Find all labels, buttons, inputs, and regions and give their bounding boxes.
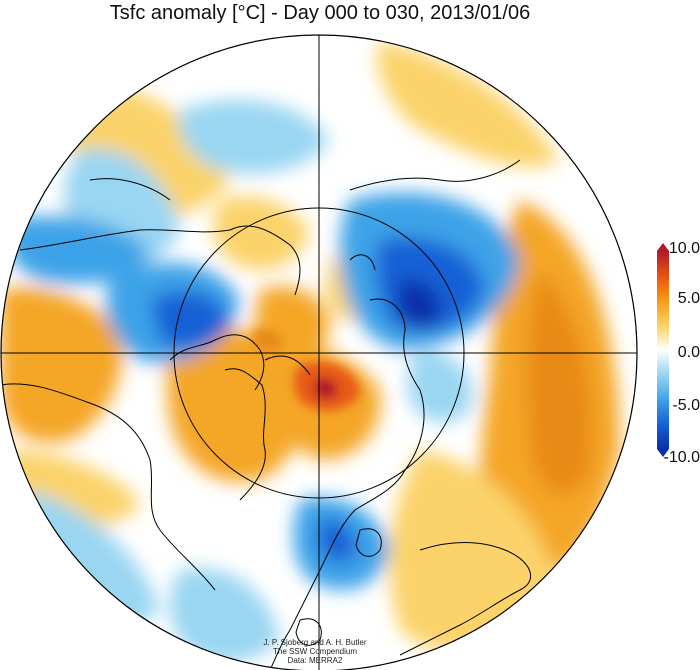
graticule <box>0 34 638 670</box>
polar-map <box>0 34 638 670</box>
colorbar-tick-label: 0.0 <box>677 344 700 361</box>
colorbar-tick-label: -5.0 <box>672 397 700 414</box>
credit-authors: J. P. Sjoberg and A. H. Butler <box>263 638 367 647</box>
credit-text: J. P. Sjoberg and A. H. Butler The SSW C… <box>225 638 405 665</box>
colorbar-tick-label: -10.0 <box>663 449 700 466</box>
map-title: Tsfc anomaly [°C] - Day 000 to 030, 2013… <box>109 2 531 24</box>
credit-data-source: Data: MERRA2 <box>287 656 343 665</box>
credit-compendium: The SSW Compendium <box>272 647 358 656</box>
colorbar-tick-label: 5.0 <box>677 290 700 307</box>
coastlines <box>1 159 532 670</box>
colorbar <box>657 243 669 457</box>
colorbar-tick-label: 10.0 <box>668 240 700 257</box>
